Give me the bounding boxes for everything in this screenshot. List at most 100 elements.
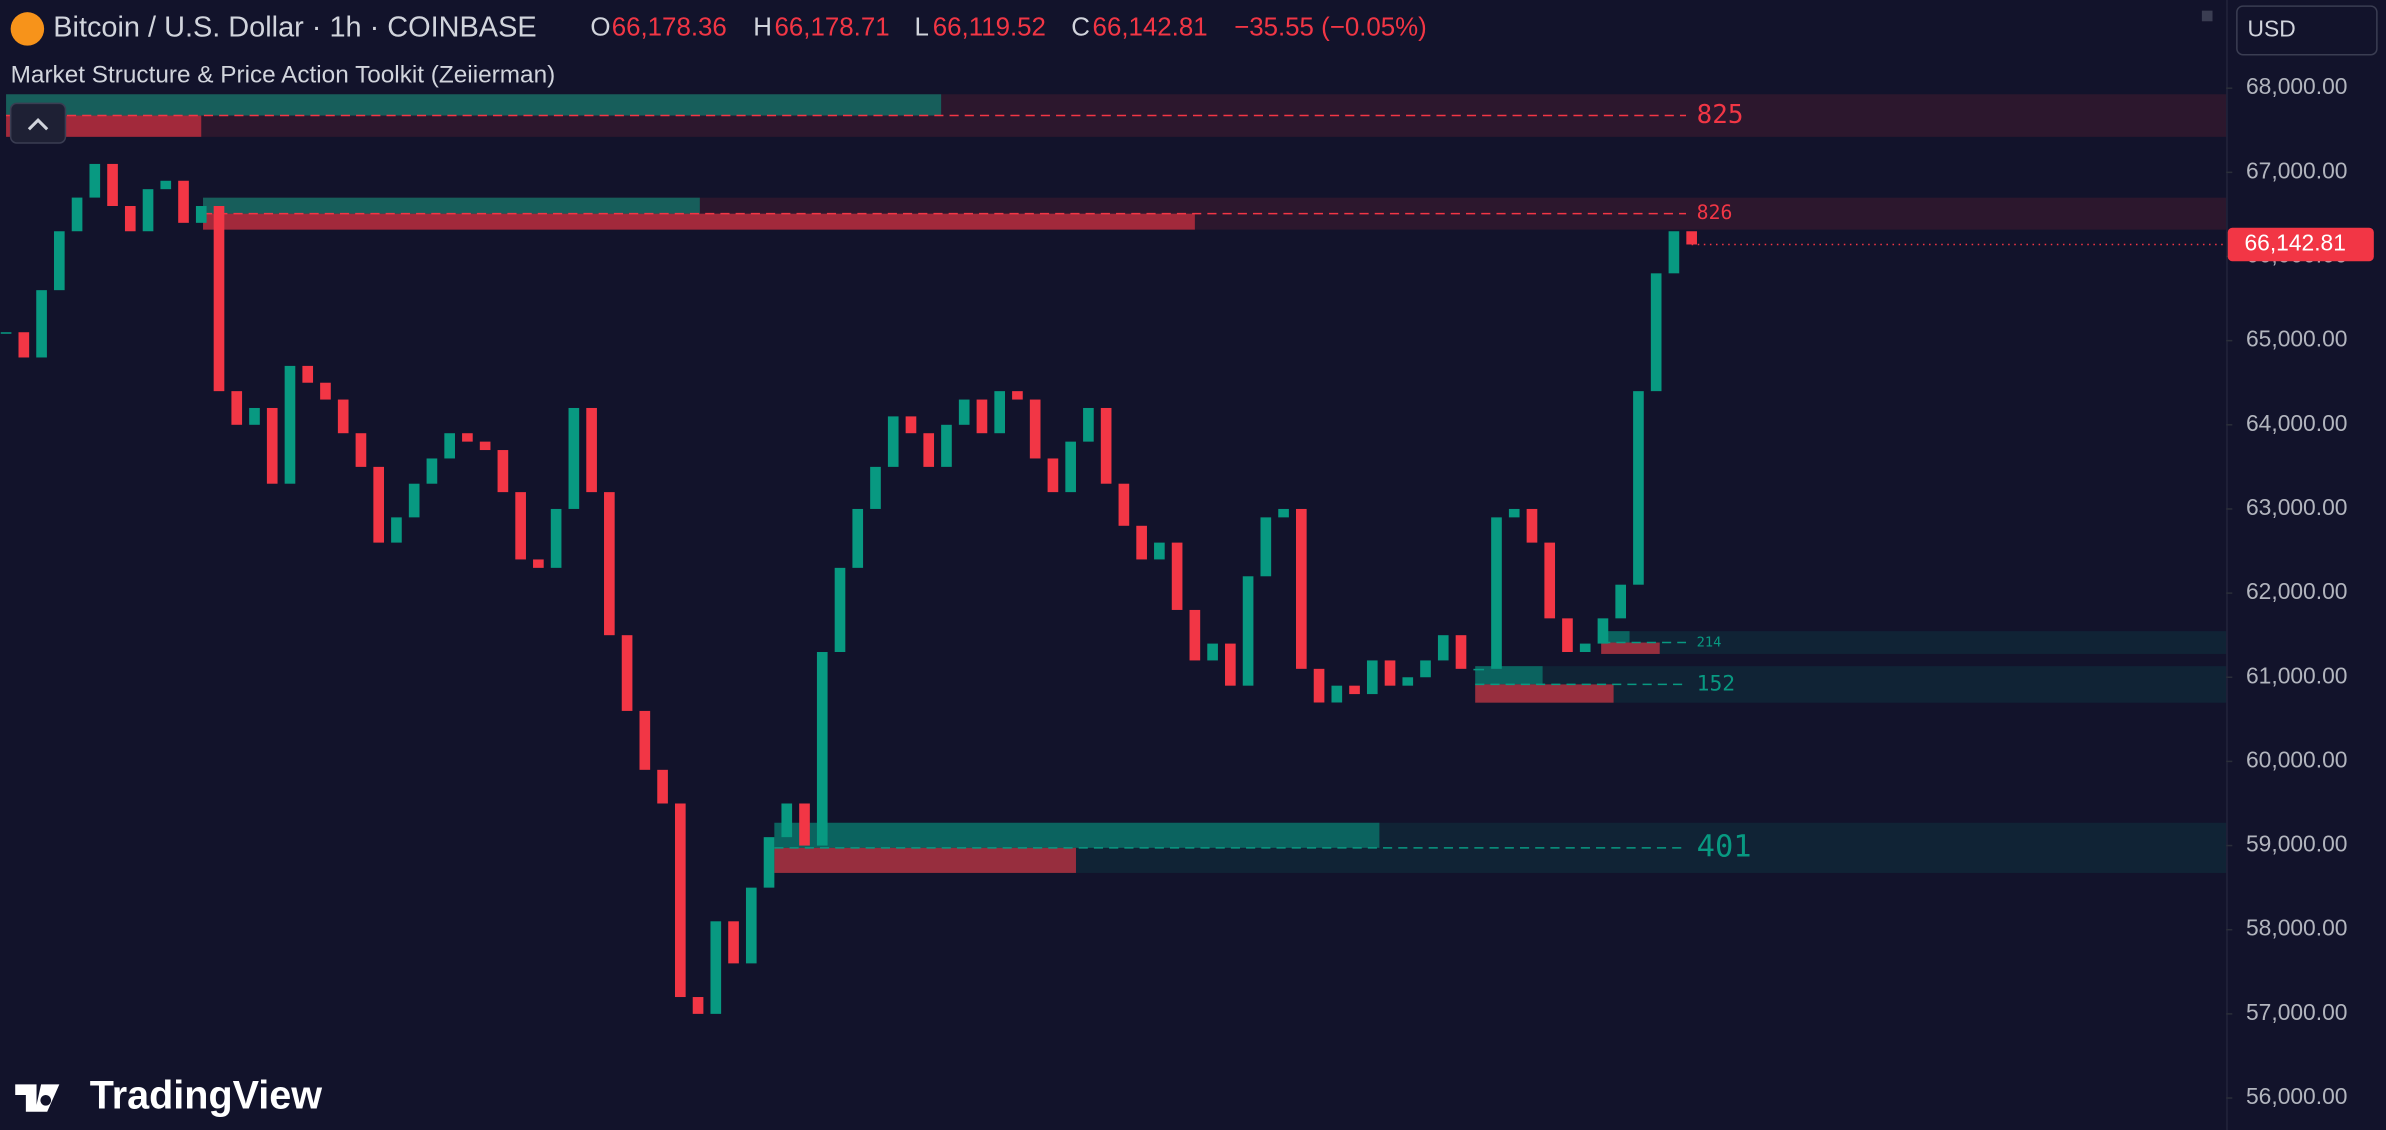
high-label: H (753, 14, 772, 42)
candle (1118, 483, 1130, 526)
candle (604, 492, 615, 636)
zone-bear-bar (203, 213, 1195, 230)
candle (1260, 517, 1272, 577)
coin-icon (10, 12, 45, 46)
zone-bull-bar (6, 94, 942, 116)
zone-label: 825 (1697, 100, 1744, 130)
candle (1686, 231, 1697, 245)
candle (1083, 407, 1094, 442)
maximize-icon[interactable] (2201, 10, 2213, 22)
candle (124, 206, 136, 232)
y-tick-label: 64,000.00 (2246, 410, 2347, 436)
candle (408, 483, 420, 518)
candle (337, 399, 349, 434)
candle (887, 416, 899, 467)
candle (1295, 508, 1307, 669)
candle (1047, 458, 1059, 493)
indicator-name[interactable]: Market Structure & Price Action Toolkit … (11, 61, 556, 88)
low-value: 66,119.52 (933, 14, 1046, 42)
open-value: 66,178.36 (612, 14, 727, 42)
change: −35.55 (−0.05%) (1234, 14, 1427, 42)
candle (674, 803, 686, 998)
zone-bull-bar (774, 822, 1380, 848)
collapse-button[interactable] (9, 102, 67, 144)
candle (1331, 685, 1343, 703)
candle (728, 921, 739, 964)
candle (1207, 643, 1218, 661)
candle (1491, 517, 1502, 669)
candle (479, 441, 491, 451)
open-label: O (590, 14, 610, 42)
candle (1100, 407, 1112, 484)
candle (1544, 542, 1556, 619)
candle (1349, 685, 1360, 695)
y-tick-label: 62,000.00 (2246, 578, 2347, 604)
candle (1136, 525, 1147, 560)
candle (639, 710, 651, 770)
price-tag (2227, 227, 2374, 262)
candle (657, 769, 668, 804)
candle (391, 517, 402, 543)
candle (160, 180, 172, 190)
candle (870, 466, 881, 509)
candle (36, 290, 47, 358)
zone-bear-bar (774, 847, 1076, 873)
candle (515, 492, 526, 560)
chevron (27, 117, 49, 131)
zone-bull-bar (203, 197, 700, 214)
candle (799, 803, 810, 846)
candle (373, 466, 385, 543)
candle (1420, 660, 1431, 678)
candle (1615, 584, 1627, 619)
zone-bear-bar (1475, 684, 1614, 703)
candle (462, 433, 473, 442)
candle (302, 365, 314, 383)
y-tick-label: 63,000.00 (2246, 494, 2347, 520)
candle (1562, 618, 1573, 653)
candle (816, 652, 828, 846)
zone-label: 401 (1697, 829, 1752, 864)
zone-label: 826 (1697, 201, 1733, 224)
y-tick-label: 57,000.00 (2246, 999, 2347, 1025)
candle (533, 559, 544, 568)
candle (710, 921, 722, 1014)
y-tick-label: 67,000.00 (2246, 157, 2347, 183)
candle (550, 508, 562, 568)
y-tick-label: 56,000.00 (2246, 1083, 2347, 1109)
currency-box[interactable] (2236, 5, 2378, 56)
candle (1526, 508, 1538, 543)
candle (941, 424, 952, 467)
candle (18, 332, 30, 358)
candle (249, 407, 260, 425)
candle (1189, 609, 1201, 661)
candle (1455, 635, 1467, 669)
candle (497, 450, 509, 493)
brand-logo (15, 1084, 60, 1112)
candle (745, 887, 757, 964)
close-value: 66,142.81 (1093, 14, 1208, 42)
candle (763, 837, 775, 888)
candle (781, 803, 793, 838)
zone-bull-bar (1601, 631, 1630, 643)
candle (426, 458, 438, 484)
candle (1171, 542, 1183, 610)
candle (320, 382, 331, 400)
zone-bull-bar (1475, 666, 1543, 685)
candle (266, 407, 278, 484)
y-tick-label: 59,000.00 (2246, 831, 2347, 857)
candle (1597, 618, 1609, 644)
currency: USD (2248, 15, 2296, 41)
candle (1225, 643, 1236, 686)
candle (568, 407, 580, 509)
high-value: 66,178.71 (775, 14, 890, 42)
candle (178, 180, 189, 223)
brand-name[interactable]: TradingView (90, 1074, 323, 1118)
candle (1579, 643, 1591, 653)
y-tick-label: 58,000.00 (2246, 915, 2347, 941)
candle (692, 997, 704, 1014)
candle (89, 163, 101, 198)
candle (923, 433, 935, 467)
